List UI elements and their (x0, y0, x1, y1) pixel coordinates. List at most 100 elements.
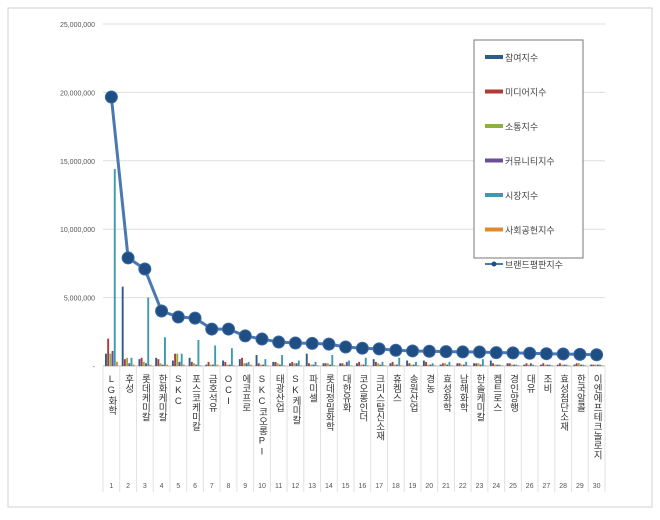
bar-6 (450, 365, 453, 366)
x-rank-label: 5 (176, 483, 180, 490)
bar-6 (400, 365, 403, 366)
x-rank-label: 14 (325, 483, 333, 490)
bar-5 (247, 361, 250, 366)
y-tick-label: 15,000,000 (60, 159, 95, 166)
bar-6 (149, 364, 152, 366)
bar-4 (580, 364, 583, 366)
bar-4 (111, 350, 114, 366)
bar-5 (398, 357, 401, 366)
x-rank-label: 3 (143, 483, 147, 490)
bar-3 (343, 364, 346, 366)
x-category-label: 휴켐스 (390, 374, 401, 403)
brand-index-point (138, 262, 152, 276)
bar-6 (383, 365, 386, 366)
bar-5 (448, 361, 451, 366)
x-category-label: OCI (223, 374, 234, 407)
bar-4 (563, 364, 566, 366)
bar-5 (381, 361, 384, 366)
bar-5 (197, 340, 200, 366)
brand-index-point (155, 304, 169, 318)
bar-5 (264, 359, 267, 366)
brand-index-point (222, 322, 235, 336)
bar-5 (599, 364, 601, 366)
bar-2 (391, 361, 394, 366)
bar-6 (233, 365, 236, 366)
x-rank-label: 17 (375, 483, 383, 490)
x-rank-label: 16 (358, 483, 366, 490)
bar-1 (473, 363, 476, 366)
bar-3 (444, 363, 446, 366)
bar-1 (188, 357, 191, 366)
bar-2 (575, 363, 578, 366)
brand-index-point (205, 322, 219, 336)
bar-5 (364, 357, 367, 366)
brand-index-point (171, 310, 185, 324)
bar-4 (513, 364, 516, 366)
brand-index-point (188, 311, 202, 325)
x-rank-label: 20 (425, 483, 433, 490)
x-category-label: 코오롱인더 (357, 374, 368, 422)
bar-1 (272, 361, 275, 366)
bar-3 (360, 364, 363, 366)
bar-2 (341, 363, 344, 366)
bar-2 (358, 361, 361, 366)
bar-2 (475, 363, 478, 366)
bar-5 (582, 364, 585, 366)
legend-entry: 미디어지수 (505, 88, 546, 98)
bar-4 (345, 361, 348, 366)
bar-4 (212, 364, 214, 366)
brand-index-point (372, 342, 386, 356)
bar-5 (565, 364, 568, 366)
x-category-label: 경농 (424, 373, 435, 393)
legend-entry: 커뮤니티지수 (505, 157, 555, 167)
x-category-label: LG화학 (106, 374, 117, 416)
x-rank-label: 27 (543, 483, 551, 490)
x-rank-label: 2 (126, 483, 130, 490)
brand-index-point (489, 346, 503, 360)
y-tick-label: 10,000,000 (60, 227, 95, 234)
x-rank-label: 6 (193, 483, 197, 490)
legend-swatch (485, 227, 503, 232)
x-rank-label: 21 (442, 483, 450, 490)
bar-4 (178, 361, 181, 366)
bar-1 (356, 363, 358, 366)
bar-1 (339, 363, 342, 366)
bar-3 (377, 363, 380, 366)
x-rank-label: 23 (476, 483, 484, 490)
bar-3 (310, 364, 313, 366)
x-category-label: 효성첨단소재 (558, 374, 569, 432)
x-rank-label: 7 (210, 483, 214, 490)
legend-entry: 브랜드평판지수 (505, 260, 563, 270)
x-category-label: 효성화학 (441, 374, 452, 413)
bar-3 (594, 364, 597, 366)
bar-5 (465, 361, 468, 366)
bar-4 (128, 363, 131, 366)
bar-2 (324, 363, 327, 366)
bar-5 (180, 353, 183, 366)
brand-index-point (406, 344, 420, 358)
x-rank-label: 11 (275, 483, 282, 490)
bar-4 (412, 364, 415, 366)
legend-entry: 참여지수 (505, 52, 538, 63)
legend-swatch (485, 193, 503, 197)
brand-index-point (255, 332, 269, 346)
bar-4 (529, 363, 532, 366)
bar-2 (408, 363, 411, 366)
bar-2 (174, 353, 177, 366)
bar-2 (458, 363, 461, 366)
bar-6 (467, 365, 470, 366)
bar-5 (113, 169, 116, 366)
x-rank-label: 4 (160, 483, 164, 490)
bar-1 (556, 364, 559, 366)
bar-6 (166, 364, 169, 366)
bar-2 (190, 361, 193, 366)
x-category-label: 태광산업 (273, 374, 284, 412)
bar-2 (542, 363, 545, 366)
bar-3 (193, 363, 195, 366)
brand-index-point (389, 343, 403, 357)
bar-1 (138, 359, 141, 366)
legend-entry: 사회공헌지수 (505, 226, 555, 236)
bar-1 (489, 360, 492, 366)
bar-2 (207, 361, 210, 366)
x-category-label: 파미셀 (307, 374, 318, 403)
